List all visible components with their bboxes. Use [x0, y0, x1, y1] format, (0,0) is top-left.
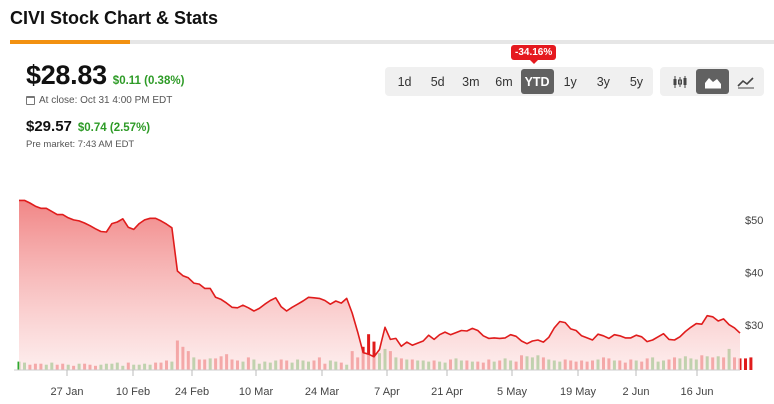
range-button-1y[interactable]: 1y: [563, 74, 577, 89]
x-tick-label: 7 Apr: [374, 386, 400, 398]
close-label: At close: Oct 31 4:00 PM EDT: [39, 95, 173, 106]
range-button-1d[interactable]: 1d: [397, 74, 412, 89]
x-tick-label: 24 Feb: [175, 386, 209, 398]
volume-bar: [749, 357, 753, 370]
premarket-change: $0.74 (2.57%): [77, 122, 151, 134]
range-button-5d[interactable]: 5d: [430, 74, 445, 89]
line-chart-button[interactable]: [729, 69, 762, 94]
y-axis-ticks: $50 $40 $30: [745, 215, 763, 332]
title-underline: [10, 40, 774, 44]
title-underline-accent: [10, 40, 130, 44]
range-button-6m[interactable]: 6m: [495, 74, 513, 89]
line-chart-icon: [736, 76, 754, 88]
range-selector: 1d 5d 3m 6m YTD 1y 3y 5y: [385, 67, 653, 96]
price-change: $0.11 (0.38%): [112, 75, 185, 87]
range-button-5y[interactable]: 5y: [629, 74, 644, 89]
range-button-ytd[interactable]: YTD: [520, 69, 554, 94]
x-tick-label: 5 May: [497, 386, 527, 398]
x-tick-label: 27 Jan: [50, 386, 83, 398]
range-button-3y[interactable]: 3y: [596, 74, 610, 89]
price-block: $28.83 $0.11 (0.38%): [26, 60, 184, 91]
x-tick-label: 10 Feb: [116, 386, 150, 398]
candlestick-chart-icon: [673, 75, 686, 88]
ytd-change-badge: -34.16%: [511, 45, 557, 64]
price-area-fill: [19, 200, 740, 370]
y-tick-label: $40: [745, 268, 763, 280]
page-title: CIVI Stock Chart & Stats: [10, 8, 219, 28]
x-tick-label: 19 May: [560, 386, 597, 398]
x-tick-label: 24 Mar: [305, 386, 340, 398]
y-tick-label: $50: [745, 215, 763, 227]
x-tick-label: 21 Apr: [431, 386, 463, 398]
range-button-3m[interactable]: 3m: [462, 74, 480, 89]
last-price: $28.83: [26, 60, 107, 90]
volume-bar: [367, 334, 371, 370]
x-tick-label: 10 Mar: [239, 386, 274, 398]
chart-type-selector: [660, 67, 764, 96]
area-chart-button[interactable]: [696, 69, 729, 94]
price-line: [19, 199, 741, 358]
premarket-block: $29.57 $0.74 (2.57%): [26, 118, 150, 135]
candlestick-chart-button[interactable]: [663, 69, 696, 94]
x-tick-label: 2 Jun: [623, 386, 650, 398]
premarket-label: Pre market: 7:43 AM EDT: [26, 139, 135, 150]
y-tick-label: $30: [745, 320, 763, 332]
calendar-icon: [26, 96, 35, 105]
area-chart-icon: [704, 77, 721, 88]
close-timestamp: At close: Oct 31 4:00 PM EDT: [26, 95, 172, 106]
volume-bar: [744, 358, 747, 370]
x-tick-label: 16 Jun: [680, 386, 713, 398]
x-axis-ticks: 27 Jan 10 Feb 24 Feb 10 Mar 24 Mar 7 Apr 21 Ap…: [50, 370, 714, 398]
premarket-price: $29.57: [26, 118, 72, 135]
